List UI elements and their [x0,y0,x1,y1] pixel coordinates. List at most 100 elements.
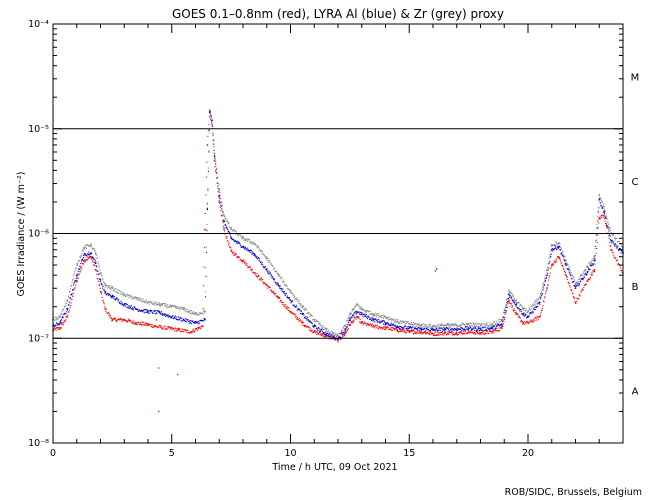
data-point [512,293,514,295]
data-point [446,324,448,326]
data-point [82,259,84,261]
data-point [233,239,235,241]
data-point [510,291,512,293]
data-point [132,322,134,324]
data-point [534,320,536,322]
data-point [557,242,559,244]
data-point-anchor [230,237,232,240]
data-point-anchor [444,332,446,334]
data-point [380,320,382,322]
data-point [475,322,477,324]
data-point [202,310,205,312]
data-point [388,324,390,326]
data-point [216,172,218,174]
data-point [346,330,348,332]
data-point [482,330,484,332]
data-point [587,279,589,281]
data-point [541,286,544,288]
data-point [407,331,409,333]
data-point [437,325,439,327]
data-point-anchor [467,331,470,333]
data-point [553,244,555,246]
data-point [493,330,496,332]
data-point [262,264,264,266]
data-point [155,325,157,327]
data-point [224,230,226,232]
data-point [119,289,121,292]
data-point [75,267,77,269]
data-point [142,309,144,311]
data-point [80,269,82,271]
data-point-anchor [396,320,399,323]
data-point [426,326,428,329]
data-point [608,235,610,237]
data-point [257,257,259,259]
data-point [539,303,541,305]
data-point [557,246,559,248]
data-point [207,187,209,189]
data-point [349,312,351,314]
data-point [138,299,140,301]
y-tick-label: 10⁻⁵ [28,124,49,135]
data-point [97,278,99,280]
data-point [291,312,293,314]
data-point [193,331,195,333]
data-point [69,297,72,299]
data-point [103,281,105,283]
data-point [326,334,328,337]
data-point [377,315,379,317]
data-point [132,320,134,322]
data-point [465,326,467,328]
data-point [145,308,147,310]
data-point [347,324,349,326]
data-point [308,312,310,314]
data-point [270,275,272,277]
data-point [322,325,324,327]
data-point [87,254,90,256]
data-point [77,273,79,275]
data-point [435,329,437,331]
data-point [584,285,586,287]
data-point [466,323,468,325]
data-point [112,296,115,298]
data-point [263,253,265,255]
data-point [522,307,524,309]
data-point [542,289,544,291]
data-point [154,310,156,313]
data-point [73,289,75,291]
data-point [568,271,570,273]
data-point [498,318,500,320]
data-point [544,280,546,282]
data-point [326,331,328,333]
data-point [542,300,545,302]
data-point [370,318,372,320]
data-point [394,320,396,322]
data-point [486,324,488,327]
data-point [474,325,476,327]
data-point [445,331,447,333]
data-point [316,327,318,329]
data-point [570,288,572,291]
data-point [247,239,249,241]
data-point [540,291,542,293]
data-point [179,316,181,319]
data-point [258,275,260,277]
data-point [295,316,297,318]
data-point [383,325,385,327]
data-point [375,316,377,318]
data-point [559,249,561,251]
data-point [564,259,567,261]
data-point [476,325,478,327]
data-point [349,314,351,316]
data-point [556,244,558,246]
data-point [146,311,149,313]
data-point [513,296,515,298]
data-point [417,330,419,332]
data-point [107,293,109,295]
data-point [388,316,390,318]
data-point [235,254,237,256]
data-point [61,317,63,319]
data-point [417,323,419,325]
data-point [402,327,404,329]
